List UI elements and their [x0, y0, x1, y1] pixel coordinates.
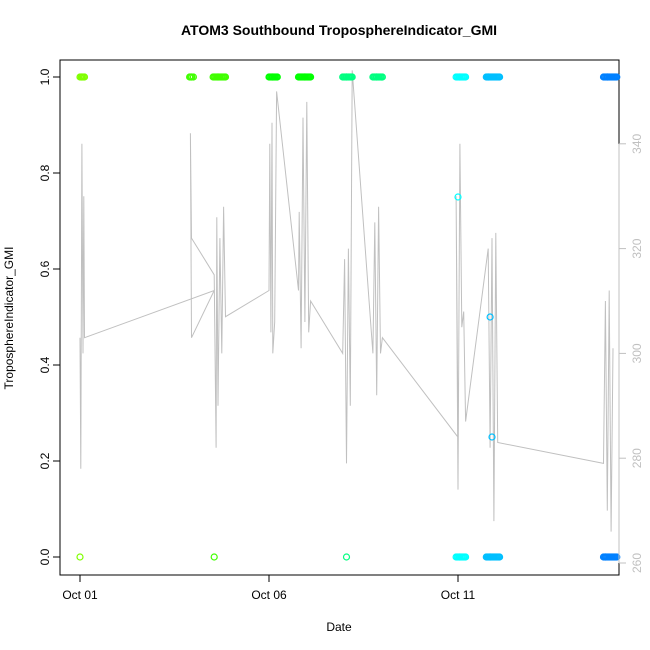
data-point [221, 73, 230, 81]
right-y-tick-label: 300 [630, 343, 644, 363]
right-y-tick-label: 260 [630, 553, 644, 573]
data-point [273, 73, 281, 81]
y-tick-label: 0.0 [38, 548, 52, 565]
data-point [342, 553, 351, 561]
data-point [269, 73, 277, 81]
data-point [613, 73, 621, 81]
data-point [186, 73, 194, 81]
x-tick-label: Oct 11 [441, 588, 476, 602]
data-point [342, 73, 351, 81]
right-y-tick-label: 340 [630, 133, 644, 153]
x-tick-label: Oct 01 [62, 588, 98, 602]
data-point [486, 313, 494, 321]
data-point [603, 73, 611, 81]
y-tick-label: 0.8 [38, 164, 52, 181]
y-axis-label: TroposphereIndicator_GMI [2, 247, 16, 390]
grey-data-line [79, 70, 614, 532]
data-point [486, 553, 494, 561]
data-line [79, 70, 614, 532]
data-point [301, 73, 309, 81]
plot-frame [59, 59, 620, 576]
scatter-points [76, 73, 621, 561]
y-tick-label: 1.0 [38, 68, 52, 85]
y-axis: 0.0 0.2 0.4 0.6 0.8 1.0 [38, 68, 61, 565]
data-point [76, 553, 84, 561]
data-point [496, 73, 504, 81]
data-point [456, 553, 464, 561]
right-y-tick-label: 320 [630, 238, 644, 258]
data-point [456, 73, 464, 81]
data-point [210, 553, 218, 561]
data-point [613, 553, 621, 561]
right-y-axis: 260 280 300 320 340 [618, 133, 644, 573]
y-tick-label: 0.2 [38, 452, 52, 469]
right-y-tick-label: 280 [630, 448, 644, 468]
chart-title: ATOM3 Southbound TroposphereIndicator_GM… [181, 22, 497, 38]
y-tick-label: 0.6 [38, 260, 52, 277]
data-point [214, 73, 222, 81]
x-axis: Oct 01 Oct 06 Oct 11 [62, 574, 476, 602]
y-tick-label: 0.4 [38, 356, 52, 373]
data-point [373, 73, 381, 81]
data-point [78, 73, 86, 81]
x-axis-label: Date [326, 620, 352, 634]
data-point [454, 193, 462, 201]
data-point [484, 73, 492, 81]
data-point [601, 553, 610, 561]
data-point [80, 73, 89, 81]
data-point [496, 553, 504, 561]
data-point [488, 433, 496, 441]
x-tick-label: Oct 06 [251, 588, 287, 602]
